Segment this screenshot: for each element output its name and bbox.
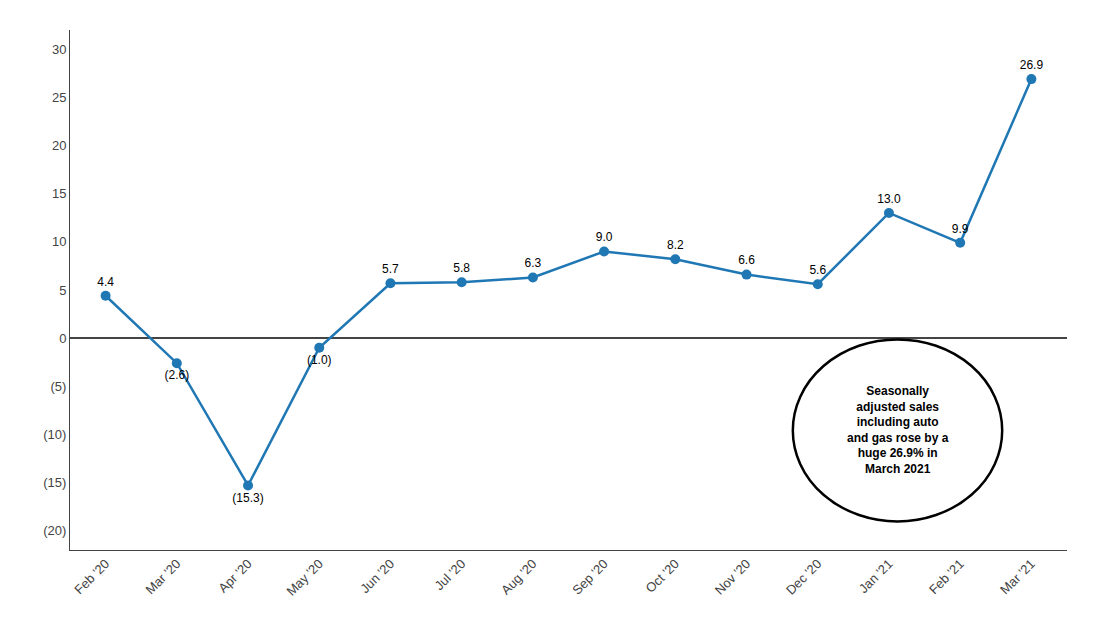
svg-text:6.3: 6.3	[525, 256, 542, 270]
svg-text:5.6: 5.6	[809, 263, 826, 277]
svg-text:Mar '21: Mar '21	[997, 556, 1038, 597]
svg-text:Dec '20: Dec '20	[783, 556, 824, 597]
svg-text:20: 20	[52, 138, 66, 153]
svg-text:(20): (20)	[43, 523, 66, 538]
svg-text:Aug '20: Aug '20	[498, 556, 539, 597]
svg-text:Apr '20: Apr '20	[215, 556, 254, 595]
svg-text:Oct '20: Oct '20	[643, 556, 682, 595]
svg-text:Mar '20: Mar '20	[143, 556, 184, 597]
svg-text:26.9: 26.9	[1020, 58, 1044, 72]
svg-text:Nov '20: Nov '20	[712, 556, 753, 597]
svg-text:(5): (5)	[51, 379, 67, 394]
svg-text:4.4: 4.4	[97, 275, 114, 289]
svg-text:(15): (15)	[43, 475, 66, 490]
svg-text:0: 0	[59, 331, 66, 346]
svg-text:(15.3): (15.3)	[232, 491, 263, 505]
svg-text:10: 10	[52, 234, 66, 249]
svg-text:15: 15	[52, 186, 66, 201]
svg-text:9.0: 9.0	[596, 230, 613, 244]
svg-text:5.8: 5.8	[453, 261, 470, 275]
svg-text:30: 30	[52, 42, 66, 57]
svg-text:Sep '20: Sep '20	[569, 556, 610, 597]
svg-text:5.7: 5.7	[382, 262, 399, 276]
svg-text:Jun '20: Jun '20	[357, 556, 397, 596]
svg-text:Feb '21: Feb '21	[926, 556, 967, 597]
svg-text:9.9: 9.9	[952, 222, 969, 236]
svg-text:(2.6): (2.6)	[164, 368, 189, 382]
svg-text:Feb '20: Feb '20	[71, 556, 112, 597]
svg-text:(10): (10)	[43, 427, 66, 442]
svg-text:13.0: 13.0	[877, 192, 901, 206]
svg-text:Jul '20: Jul '20	[432, 556, 469, 593]
svg-text:(1.0): (1.0)	[307, 353, 332, 367]
svg-text:Seasonallyadjusted salesinclud: Seasonallyadjusted salesincluding autoan…	[847, 384, 949, 476]
svg-text:May '20: May '20	[283, 556, 326, 599]
svg-text:Jan '21: Jan '21	[856, 556, 896, 596]
svg-text:25: 25	[52, 90, 66, 105]
svg-text:6.6: 6.6	[738, 253, 755, 267]
svg-text:8.2: 8.2	[667, 238, 684, 252]
svg-text:5: 5	[59, 283, 66, 298]
